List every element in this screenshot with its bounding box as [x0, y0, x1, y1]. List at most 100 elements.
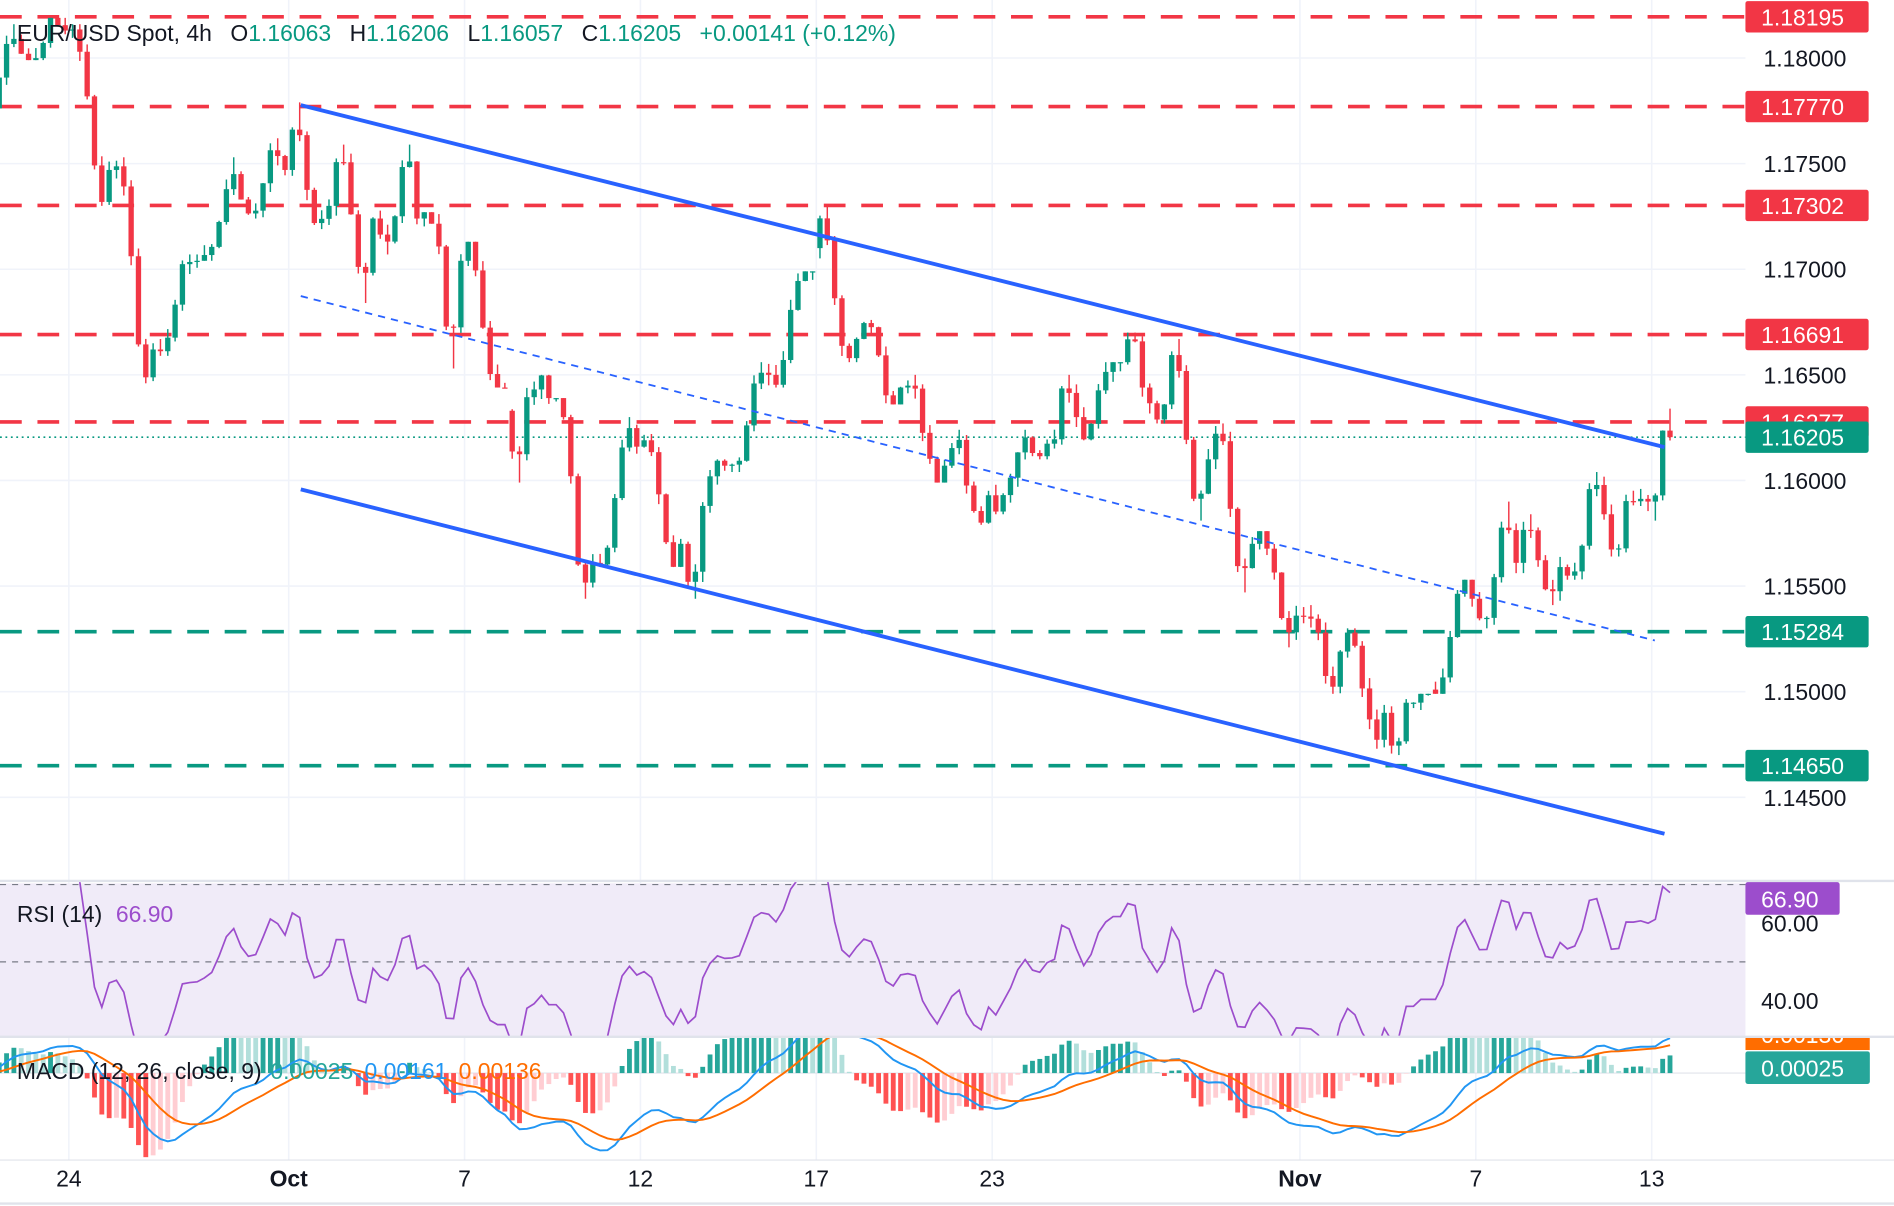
- rsi-axis-40: 40.00: [1761, 988, 1818, 1014]
- candle-body: [340, 162, 347, 164]
- macd-histogram-bar: [1667, 1055, 1673, 1074]
- macd-histogram-bar: [649, 1038, 654, 1074]
- candle-body: [1484, 617, 1490, 620]
- candle: [55, 17, 61, 27]
- candle-body: [436, 223, 442, 247]
- macd-histogram-bar: [1645, 1067, 1651, 1074]
- macd-histogram-bar: [1096, 1049, 1101, 1074]
- candle-body: [831, 240, 838, 299]
- candle-body: [963, 439, 970, 486]
- trend-channel[interactable]: [300, 103, 1665, 836]
- macd-histogram-bar: [158, 1073, 163, 1150]
- candle-body: [1125, 339, 1131, 363]
- candle-body: [1623, 501, 1629, 549]
- time-axis-label: 12: [628, 1166, 654, 1192]
- macd-signal-tag: [1745, 1038, 1870, 1051]
- macd-histogram-bar: [231, 1038, 237, 1074]
- macd-histogram-bar: [517, 1073, 522, 1124]
- candle: [1623, 494, 1629, 553]
- candle: [1271, 544, 1277, 580]
- candle-body: [1073, 392, 1080, 418]
- macd-histogram-bar: [1601, 1056, 1607, 1074]
- macd-histogram-bar: [202, 1064, 207, 1074]
- candle-body: [590, 562, 596, 583]
- candle-body: [1191, 439, 1197, 499]
- candle-body: [297, 129, 303, 136]
- high-label: H: [350, 20, 367, 46]
- candle-body: [1117, 362, 1124, 364]
- macd-histogram-bar: [1132, 1042, 1138, 1074]
- time-axis-label: Nov: [1278, 1166, 1322, 1192]
- macd-histogram-bar: [114, 1073, 119, 1118]
- candle: [340, 144, 347, 166]
- candle: [231, 157, 237, 195]
- candle: [1498, 521, 1505, 583]
- candle: [1330, 666, 1336, 694]
- candle: [626, 417, 633, 452]
- candle: [1667, 408, 1673, 441]
- macd-histogram-bar: [33, 1053, 39, 1074]
- candle: [370, 217, 376, 276]
- price-axis[interactable]: 1.18000 1.17500 1.17000 1.16500 1.16000 1.155…: [1745, 1, 1869, 811]
- candle-body: [216, 221, 222, 247]
- candle: [861, 321, 867, 340]
- candle-body: [766, 372, 772, 375]
- candle-body: [62, 25, 68, 31]
- candle: [1344, 628, 1351, 658]
- candle: [619, 439, 625, 501]
- macd-histogram-bar: [480, 1073, 486, 1093]
- macd-histogram-bar: [627, 1048, 632, 1074]
- macd-histogram-bar: [971, 1073, 977, 1110]
- candle: [509, 409, 515, 459]
- candle: [319, 210, 325, 230]
- candle-body: [406, 161, 413, 168]
- macd-histogram-bar: [1183, 1073, 1189, 1082]
- macd-histogram-bar: [670, 1065, 676, 1074]
- macd-histogram-bar: [1425, 1054, 1431, 1074]
- candle: [1476, 592, 1483, 621]
- macd-histogram-bar: [780, 1038, 786, 1074]
- candle: [348, 153, 354, 215]
- macd-histogram-bar: [297, 1038, 303, 1074]
- candle-body: [1403, 702, 1409, 742]
- channel-upper-trendline[interactable]: [300, 103, 1665, 449]
- macd-histogram-bar: [363, 1073, 369, 1095]
- candle: [304, 131, 310, 201]
- candle-body: [428, 212, 435, 224]
- candle: [1220, 423, 1226, 446]
- candle: [392, 215, 398, 244]
- candle-body: [1572, 571, 1578, 576]
- candle: [663, 493, 669, 545]
- candle: [949, 443, 955, 468]
- candle-body: [238, 174, 244, 200]
- macd-histogram-bar: [238, 1038, 244, 1074]
- candle: [1264, 531, 1270, 556]
- candle-body: [795, 280, 801, 310]
- candlestick-series: [0, 17, 1673, 756]
- candle-body: [465, 241, 471, 261]
- support-level-tag-text: 1.15284: [1761, 619, 1844, 645]
- candle: [1147, 383, 1153, 414]
- time-axis[interactable]: 24 Oct 7 12 17 23 Nov 7 13: [56, 1166, 1664, 1192]
- channel-lower-trendline[interactable]: [300, 487, 1665, 836]
- channel-mid-trendline[interactable]: [300, 295, 1656, 642]
- candle-body: [531, 389, 537, 398]
- candle-body: [1286, 618, 1292, 633]
- macd-histogram-bar: [399, 1071, 405, 1074]
- candle-body: [685, 543, 691, 582]
- macd-histogram-bar: [854, 1073, 860, 1081]
- macd-histogram-bar: [223, 1038, 229, 1074]
- candle: [648, 433, 655, 457]
- macd-histogram-bar: [692, 1073, 698, 1078]
- close-value: 1.16205: [598, 20, 681, 46]
- candle: [1418, 693, 1424, 711]
- candle-body: [1374, 719, 1380, 740]
- candle-body: [648, 440, 655, 453]
- rsi-value-tag: [1745, 882, 1840, 915]
- candle: [692, 564, 699, 599]
- macd-histogram-bar: [1608, 1064, 1614, 1074]
- candle: [275, 138, 281, 166]
- macd-histogram-bar: [1638, 1066, 1644, 1074]
- macd-histogram-bar: [1154, 1071, 1160, 1074]
